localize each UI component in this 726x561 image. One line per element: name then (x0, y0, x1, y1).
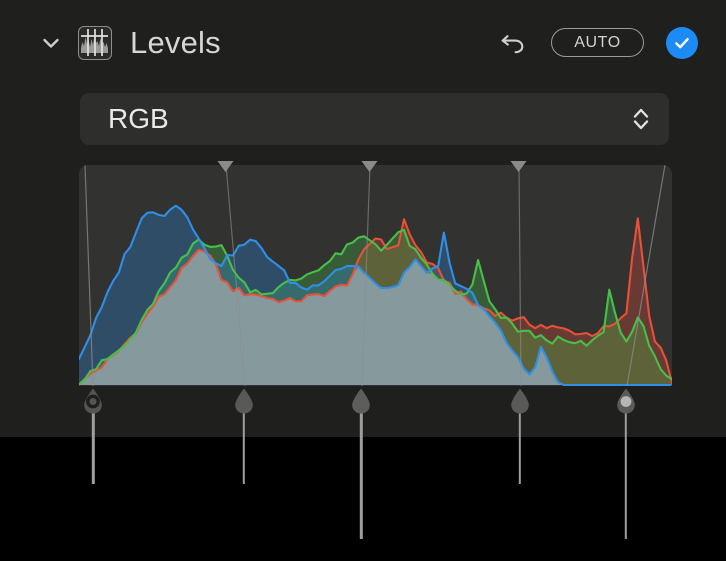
white-point-guide-line (626, 165, 666, 386)
channel-select-value: RGB (108, 103, 169, 134)
white-point-handle-droplet (616, 388, 635, 414)
midtone-gamma-handle-droplet (352, 388, 371, 414)
reset-icon[interactable] (496, 26, 530, 60)
white-point-handle[interactable] (615, 388, 637, 416)
black-point-handle-droplet (84, 388, 103, 414)
black-point-handle-ring (86, 394, 101, 409)
histogram-canvas (79, 165, 672, 386)
midtone-gamma-handle-stem (360, 412, 363, 539)
white-point-handle-stem (624, 412, 627, 539)
levels-adjustment-panel: Levels AUTO RGB (0, 0, 726, 437)
highlight-gamma-handle-stem (518, 412, 521, 484)
shadow-gamma-handle-stem (242, 412, 246, 484)
black-point-guide-line (84, 165, 94, 386)
histogram-curves (79, 204, 672, 386)
black-point-handle[interactable] (82, 388, 104, 416)
histogram-curve-red (79, 217, 672, 386)
chevron-down-icon[interactable] (38, 30, 64, 56)
gamma-marker-1[interactable] (217, 161, 235, 172)
histogram-display[interactable] (79, 165, 672, 386)
levels-histogram-glyph (81, 28, 108, 56)
highlight-gamma-handle-droplet (510, 388, 529, 414)
chevron-up-down-glyph (633, 108, 649, 130)
shadow-gamma-guide-line (225, 165, 246, 386)
highlight-gamma-handle[interactable] (509, 388, 531, 416)
channel-select[interactable]: RGB (80, 93, 669, 145)
midtone-gamma-handle[interactable] (350, 388, 372, 416)
level-guide-lines (84, 165, 666, 386)
shadow-gamma-handle-droplet (235, 388, 253, 414)
page-title: Levels (130, 24, 221, 60)
midtone-gamma-guide-line (361, 165, 371, 386)
gamma-marker-3[interactable] (510, 161, 528, 172)
chevron-down-glyph (43, 38, 59, 48)
chevron-up-down-icon[interactable] (630, 104, 652, 134)
gamma-marker-2[interactable] (361, 161, 379, 172)
levels-histogram-icon (78, 25, 112, 60)
panel-header: Levels AUTO (0, 0, 726, 85)
highlight-gamma-guide-line (518, 165, 522, 386)
shadow-gamma-handle[interactable] (233, 388, 255, 416)
enable-adjustment-toggle[interactable] (666, 26, 698, 59)
histogram-curve-green (79, 228, 672, 386)
undo-arrow-glyph (501, 34, 524, 53)
black-point-handle-stem (92, 412, 95, 484)
histogram-curve-blue (79, 204, 672, 386)
checkmark-icon (675, 37, 689, 48)
auto-button[interactable]: AUTO (551, 28, 644, 57)
white-point-handle-dot (620, 396, 632, 407)
